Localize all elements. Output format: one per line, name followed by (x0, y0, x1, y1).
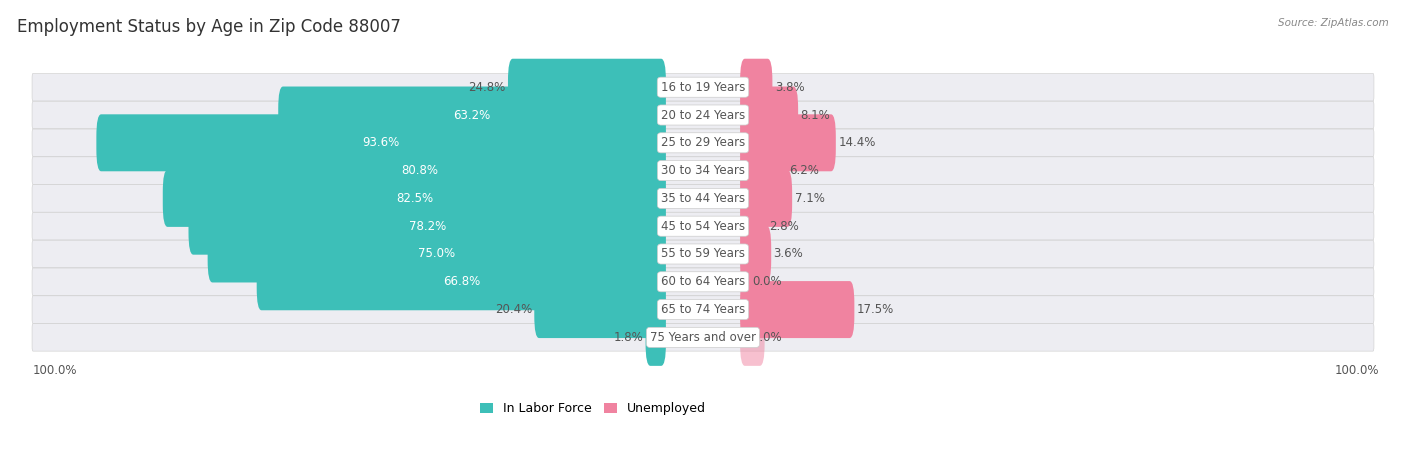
FancyBboxPatch shape (278, 87, 666, 143)
Text: 14.4%: 14.4% (838, 136, 876, 149)
Text: 3.6%: 3.6% (773, 248, 803, 261)
FancyBboxPatch shape (257, 253, 666, 310)
Text: 100.0%: 100.0% (1334, 364, 1379, 377)
Text: 6.2%: 6.2% (789, 164, 820, 177)
Text: 16 to 19 Years: 16 to 19 Years (661, 81, 745, 94)
Text: 65 to 74 Years: 65 to 74 Years (661, 303, 745, 316)
FancyBboxPatch shape (32, 268, 1374, 295)
Text: 75.0%: 75.0% (418, 248, 456, 261)
FancyBboxPatch shape (740, 309, 765, 366)
Text: 20 to 24 Years: 20 to 24 Years (661, 109, 745, 121)
Text: 35 to 44 Years: 35 to 44 Years (661, 192, 745, 205)
FancyBboxPatch shape (163, 170, 666, 227)
Text: 75 Years and over: 75 Years and over (650, 331, 756, 344)
Text: 93.6%: 93.6% (363, 136, 399, 149)
Text: 0.0%: 0.0% (752, 275, 782, 288)
FancyBboxPatch shape (508, 59, 666, 116)
Text: 80.8%: 80.8% (401, 164, 437, 177)
FancyBboxPatch shape (740, 142, 787, 199)
Text: 1.8%: 1.8% (613, 331, 643, 344)
FancyBboxPatch shape (32, 129, 1374, 156)
FancyBboxPatch shape (32, 184, 1374, 212)
FancyBboxPatch shape (32, 74, 1374, 101)
Legend: In Labor Force, Unemployed: In Labor Force, Unemployed (481, 402, 706, 415)
Text: 55 to 59 Years: 55 to 59 Years (661, 248, 745, 261)
FancyBboxPatch shape (32, 324, 1374, 351)
Text: 20.4%: 20.4% (495, 303, 531, 316)
FancyBboxPatch shape (173, 142, 666, 199)
Text: 24.8%: 24.8% (468, 81, 506, 94)
FancyBboxPatch shape (32, 240, 1374, 268)
Text: 17.5%: 17.5% (856, 303, 894, 316)
FancyBboxPatch shape (534, 281, 666, 338)
Text: 45 to 54 Years: 45 to 54 Years (661, 220, 745, 233)
FancyBboxPatch shape (188, 198, 666, 255)
FancyBboxPatch shape (740, 59, 772, 116)
FancyBboxPatch shape (32, 212, 1374, 240)
Text: Source: ZipAtlas.com: Source: ZipAtlas.com (1278, 18, 1389, 28)
FancyBboxPatch shape (740, 170, 792, 227)
FancyBboxPatch shape (740, 281, 855, 338)
Text: 63.2%: 63.2% (454, 109, 491, 121)
FancyBboxPatch shape (97, 114, 666, 171)
Text: 8.1%: 8.1% (800, 109, 831, 121)
FancyBboxPatch shape (740, 253, 765, 310)
FancyBboxPatch shape (32, 157, 1374, 184)
FancyBboxPatch shape (740, 114, 835, 171)
Text: 60 to 64 Years: 60 to 64 Years (661, 275, 745, 288)
Text: 82.5%: 82.5% (395, 192, 433, 205)
Text: 66.8%: 66.8% (443, 275, 479, 288)
Text: 100.0%: 100.0% (32, 364, 77, 377)
Text: 25 to 29 Years: 25 to 29 Years (661, 136, 745, 149)
Text: 78.2%: 78.2% (409, 220, 446, 233)
FancyBboxPatch shape (740, 198, 766, 255)
FancyBboxPatch shape (740, 226, 772, 282)
Text: Employment Status by Age in Zip Code 88007: Employment Status by Age in Zip Code 880… (17, 18, 401, 36)
Text: 0.0%: 0.0% (752, 331, 782, 344)
FancyBboxPatch shape (740, 87, 799, 143)
FancyBboxPatch shape (208, 226, 666, 282)
Text: 3.8%: 3.8% (775, 81, 804, 94)
FancyBboxPatch shape (645, 309, 666, 366)
FancyBboxPatch shape (32, 296, 1374, 323)
Text: 2.8%: 2.8% (769, 220, 799, 233)
Text: 7.1%: 7.1% (794, 192, 824, 205)
Text: 30 to 34 Years: 30 to 34 Years (661, 164, 745, 177)
FancyBboxPatch shape (32, 101, 1374, 129)
